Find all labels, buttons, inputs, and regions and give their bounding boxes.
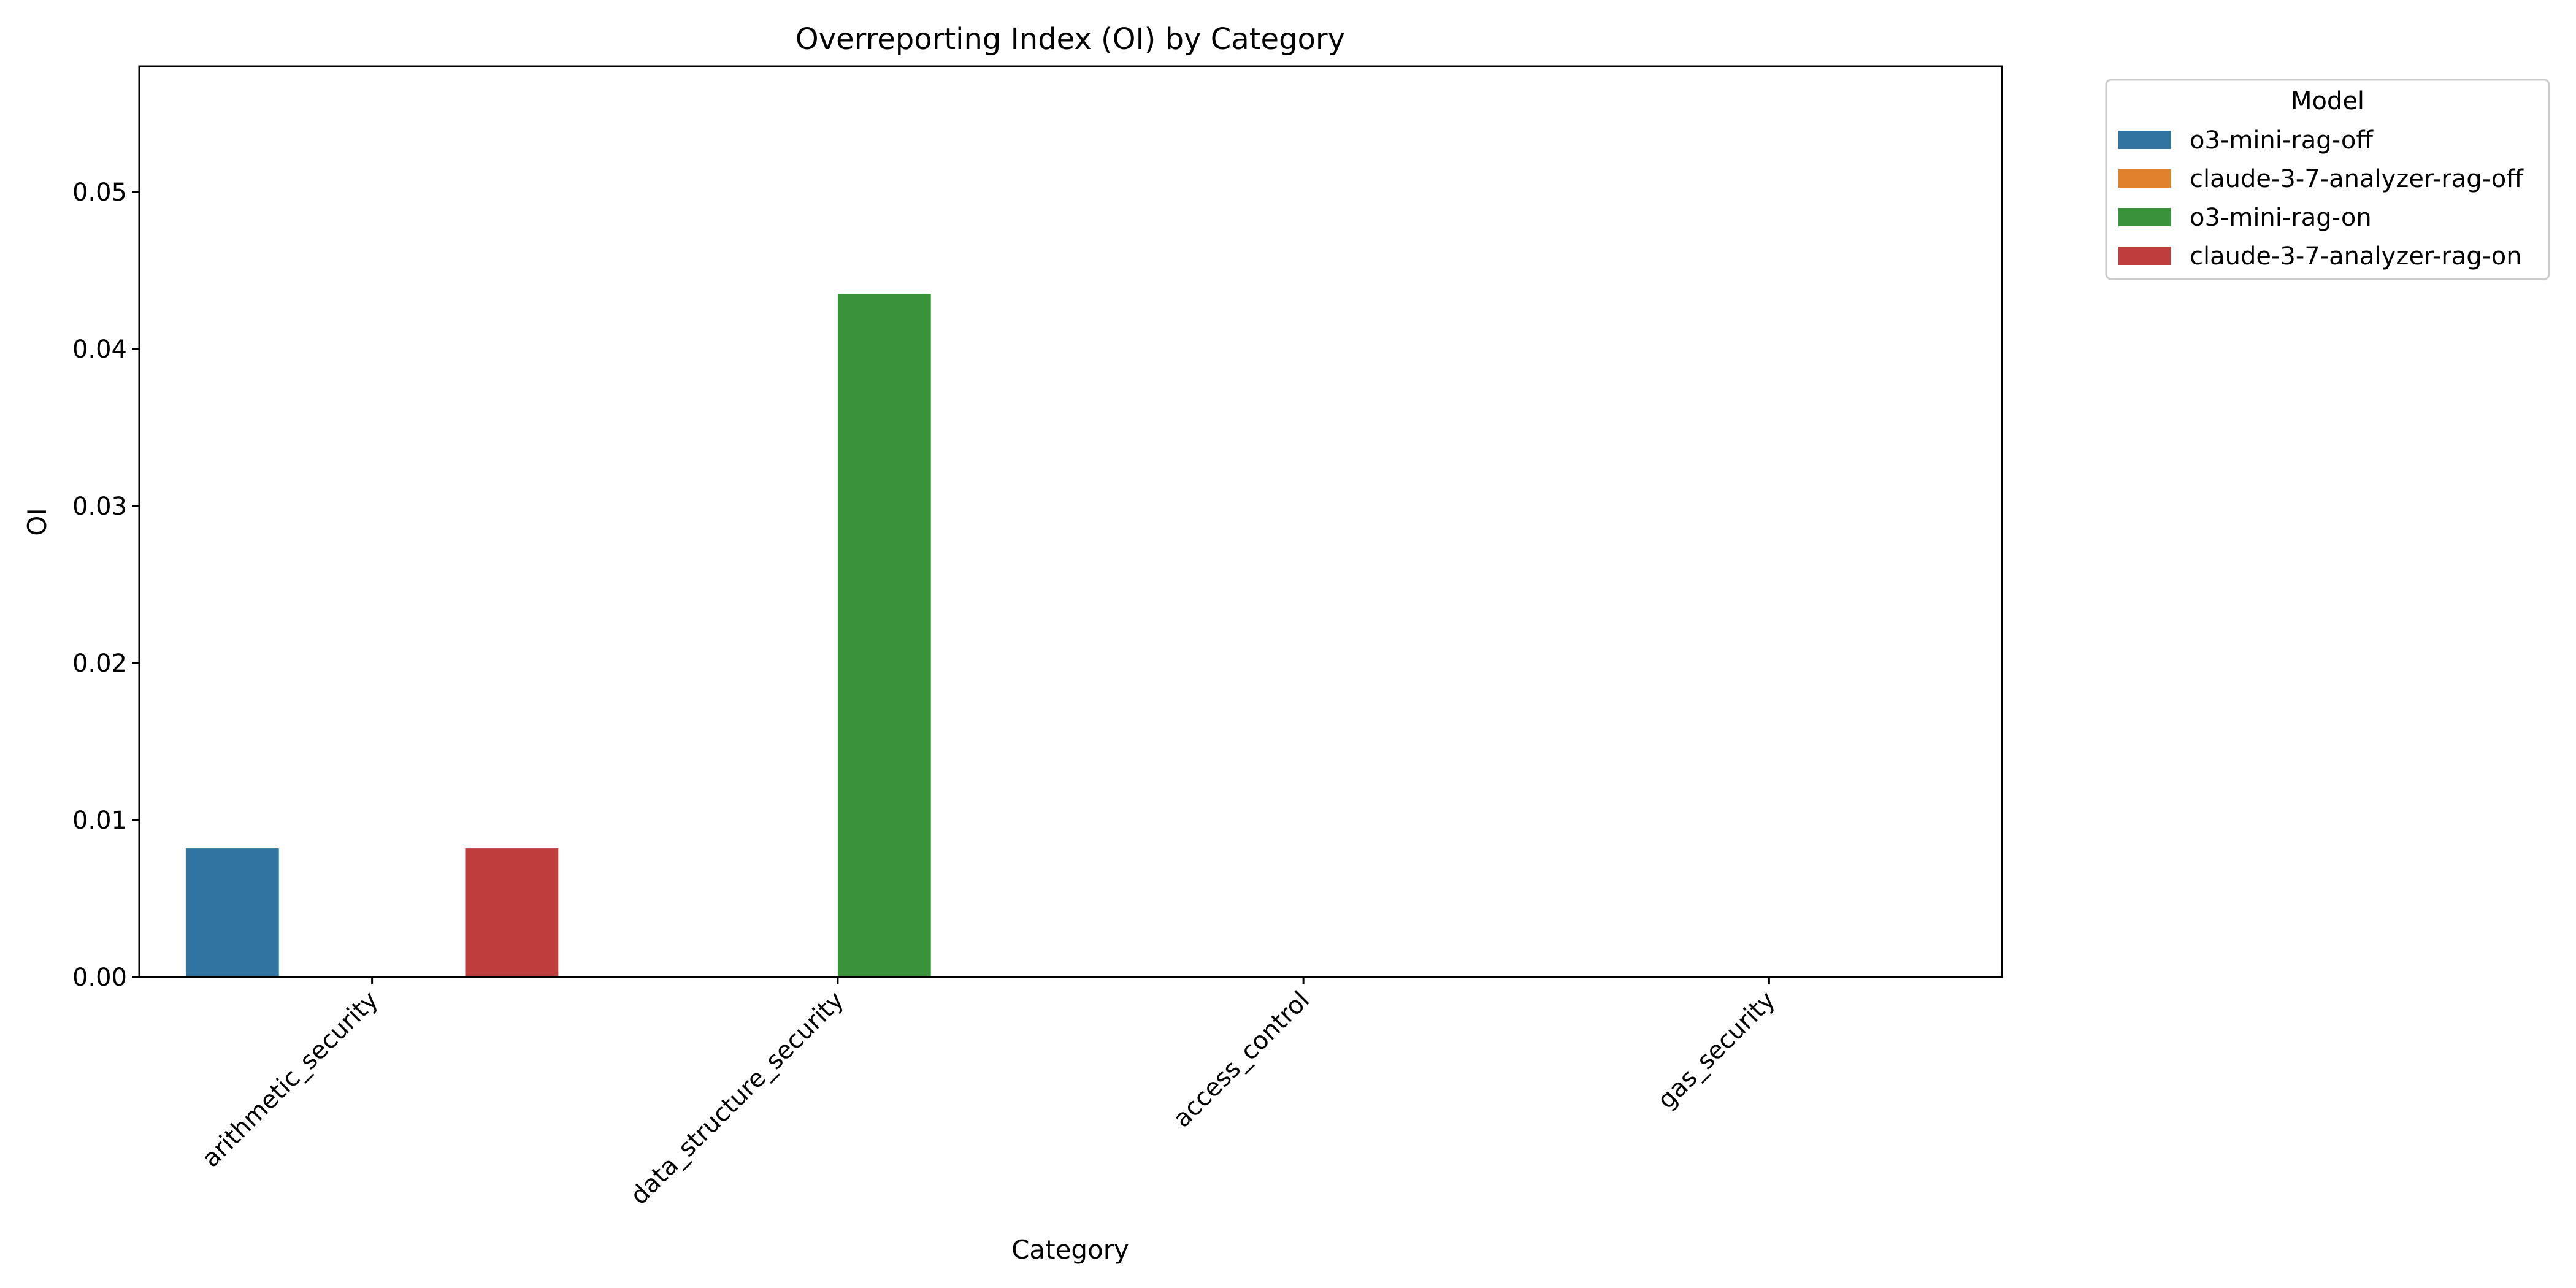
y-tick-label: 0.05 — [72, 178, 127, 207]
legend-label: o3-mini-rag-off — [2190, 126, 2374, 155]
bar-arithmetic_security-claude-3-7-analyzer-rag-on — [465, 848, 559, 977]
legend-title: Model — [2291, 87, 2364, 115]
legend-items: o3-mini-rag-off claude-3-7-analyzer-rag-o… — [2118, 126, 2524, 270]
bar-data_structure_security-o3-mini-rag-on — [837, 294, 931, 977]
legend-swatch — [2118, 169, 2171, 188]
x-axis-label: Category — [1011, 1235, 1129, 1265]
legend-label: o3-mini-rag-on — [2190, 204, 2372, 232]
y-tick-label: 0.03 — [72, 493, 127, 521]
legend-swatch — [2118, 208, 2171, 226]
legend-label: claude-3-7-analyzer-rag-on — [2190, 242, 2522, 270]
plot-frame — [138, 65, 2003, 978]
legend: Model o3-mini-rag-off claude-3-7-analyzer… — [2105, 79, 2550, 280]
bars — [185, 294, 931, 977]
y-tick-label: 0.01 — [72, 807, 127, 835]
y-axis-label: OI — [22, 508, 52, 535]
y-tick-label: 0.00 — [72, 964, 127, 992]
chart-title: Overreporting Index (OI) by Category — [795, 22, 1345, 56]
bar-arithmetic_security-o3-mini-rag-off — [185, 848, 279, 977]
legend-swatch — [2118, 247, 2171, 265]
legend-swatch — [2118, 131, 2171, 149]
legend-frame — [2105, 79, 2550, 280]
y-tick-label: 0.02 — [72, 650, 127, 678]
y-axis-ticks: 0.00 0.01 0.02 0.03 0.04 0.05 — [72, 178, 139, 992]
y-tick-label: 0.04 — [72, 335, 127, 364]
legend-label: claude-3-7-analyzer-rag-off — [2190, 165, 2524, 193]
